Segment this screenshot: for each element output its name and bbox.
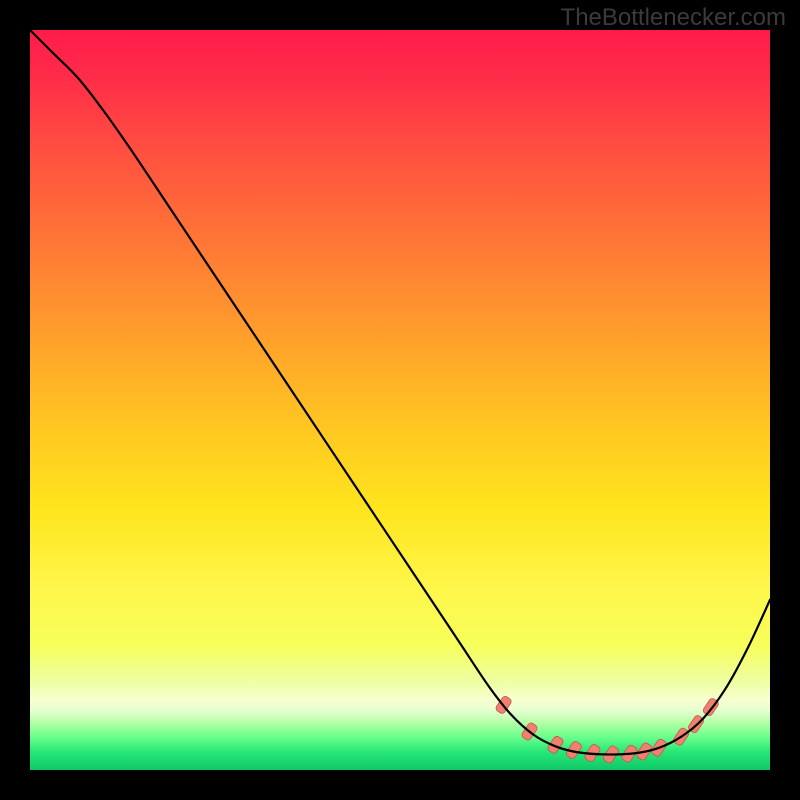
bottleneck-curve xyxy=(30,30,770,754)
chart-frame: TheBottlenecker.com xyxy=(0,0,800,800)
chart-svg xyxy=(0,0,800,800)
